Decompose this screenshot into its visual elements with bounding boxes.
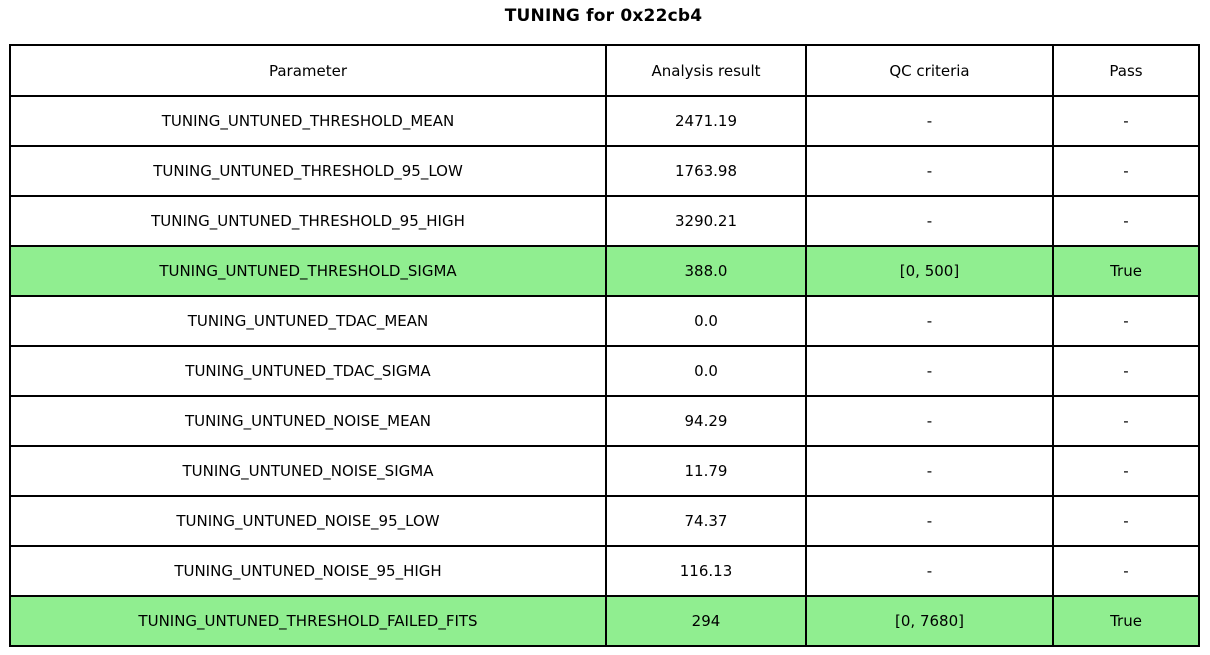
cell-qc-criteria: - [805, 295, 1054, 347]
cell-pass: - [1052, 345, 1200, 397]
cell-pass: - [1052, 295, 1200, 347]
cell-parameter: TUNING_UNTUNED_TDAC_MEAN [9, 295, 607, 347]
table-row: TUNING_UNTUNED_THRESHOLD_SIGMA 388.0 [0,… [9, 245, 1200, 297]
cell-parameter: TUNING_UNTUNED_THRESHOLD_95_LOW [9, 145, 607, 197]
table-row: TUNING_UNTUNED_NOISE_MEAN 94.29 - - [9, 395, 1200, 447]
chart-title: TUNING for 0x22cb4 [504, 6, 703, 26]
cell-qc-criteria: - [805, 395, 1054, 447]
cell-analysis-result: 116.13 [605, 545, 807, 597]
cell-parameter: TUNING_UNTUNED_TDAC_SIGMA [9, 345, 607, 397]
cell-parameter: TUNING_UNTUNED_THRESHOLD_SIGMA [9, 245, 607, 297]
qc-results-table: Parameter Analysis result QC criteria Pa… [9, 44, 1200, 647]
cell-pass: - [1052, 145, 1200, 197]
cell-qc-criteria: - [805, 95, 1054, 147]
cell-qc-criteria: - [805, 545, 1054, 597]
cell-pass: - [1052, 545, 1200, 597]
cell-parameter: TUNING_UNTUNED_THRESHOLD_FAILED_FITS [9, 595, 607, 647]
cell-pass: - [1052, 95, 1200, 147]
cell-analysis-result: 388.0 [605, 245, 807, 297]
cell-analysis-result: 294 [605, 595, 807, 647]
cell-parameter: TUNING_UNTUNED_NOISE_95_LOW [9, 495, 607, 547]
cell-parameter: TUNING_UNTUNED_NOISE_95_HIGH [9, 545, 607, 597]
cell-qc-criteria: - [805, 145, 1054, 197]
column-header-analysis-result: Analysis result [605, 44, 807, 97]
table-row: TUNING_UNTUNED_THRESHOLD_FAILED_FITS 294… [9, 595, 1200, 647]
cell-analysis-result: 3290.21 [605, 195, 807, 247]
cell-qc-criteria: - [805, 195, 1054, 247]
cell-pass: - [1052, 495, 1200, 547]
table-row: TUNING_UNTUNED_THRESHOLD_95_HIGH 3290.21… [9, 195, 1200, 247]
cell-qc-criteria: - [805, 445, 1054, 497]
table-row: TUNING_UNTUNED_NOISE_SIGMA 11.79 - - [9, 445, 1200, 497]
cell-pass: - [1052, 445, 1200, 497]
cell-parameter: TUNING_UNTUNED_THRESHOLD_MEAN [9, 95, 607, 147]
cell-qc-criteria: [0, 500] [805, 245, 1054, 297]
column-header-qc-criteria: QC criteria [805, 44, 1054, 97]
cell-analysis-result: 11.79 [605, 445, 807, 497]
table-header-row: Parameter Analysis result QC criteria Pa… [9, 44, 1200, 97]
cell-pass: True [1052, 595, 1200, 647]
cell-analysis-result: 1763.98 [605, 145, 807, 197]
cell-pass: - [1052, 195, 1200, 247]
column-header-parameter: Parameter [9, 44, 607, 97]
cell-pass: - [1052, 395, 1200, 447]
cell-qc-criteria: - [805, 345, 1054, 397]
cell-qc-criteria: - [805, 495, 1054, 547]
cell-parameter: TUNING_UNTUNED_NOISE_SIGMA [9, 445, 607, 497]
column-header-pass: Pass [1052, 44, 1200, 97]
table-row: TUNING_UNTUNED_THRESHOLD_MEAN 2471.19 - … [9, 95, 1200, 147]
cell-parameter: TUNING_UNTUNED_NOISE_MEAN [9, 395, 607, 447]
table-row: TUNING_UNTUNED_TDAC_MEAN 0.0 - - [9, 295, 1200, 347]
cell-analysis-result: 0.0 [605, 295, 807, 347]
table-row: TUNING_UNTUNED_NOISE_95_LOW 74.37 - - [9, 495, 1200, 547]
table-row: TUNING_UNTUNED_TDAC_SIGMA 0.0 - - [9, 345, 1200, 397]
cell-pass: True [1052, 245, 1200, 297]
cell-analysis-result: 0.0 [605, 345, 807, 397]
cell-analysis-result: 94.29 [605, 395, 807, 447]
cell-qc-criteria: [0, 7680] [805, 595, 1054, 647]
cell-analysis-result: 74.37 [605, 495, 807, 547]
cell-parameter: TUNING_UNTUNED_THRESHOLD_95_HIGH [9, 195, 607, 247]
table-row: TUNING_UNTUNED_NOISE_95_HIGH 116.13 - - [9, 545, 1200, 597]
cell-analysis-result: 2471.19 [605, 95, 807, 147]
table-row: TUNING_UNTUNED_THRESHOLD_95_LOW 1763.98 … [9, 145, 1200, 197]
